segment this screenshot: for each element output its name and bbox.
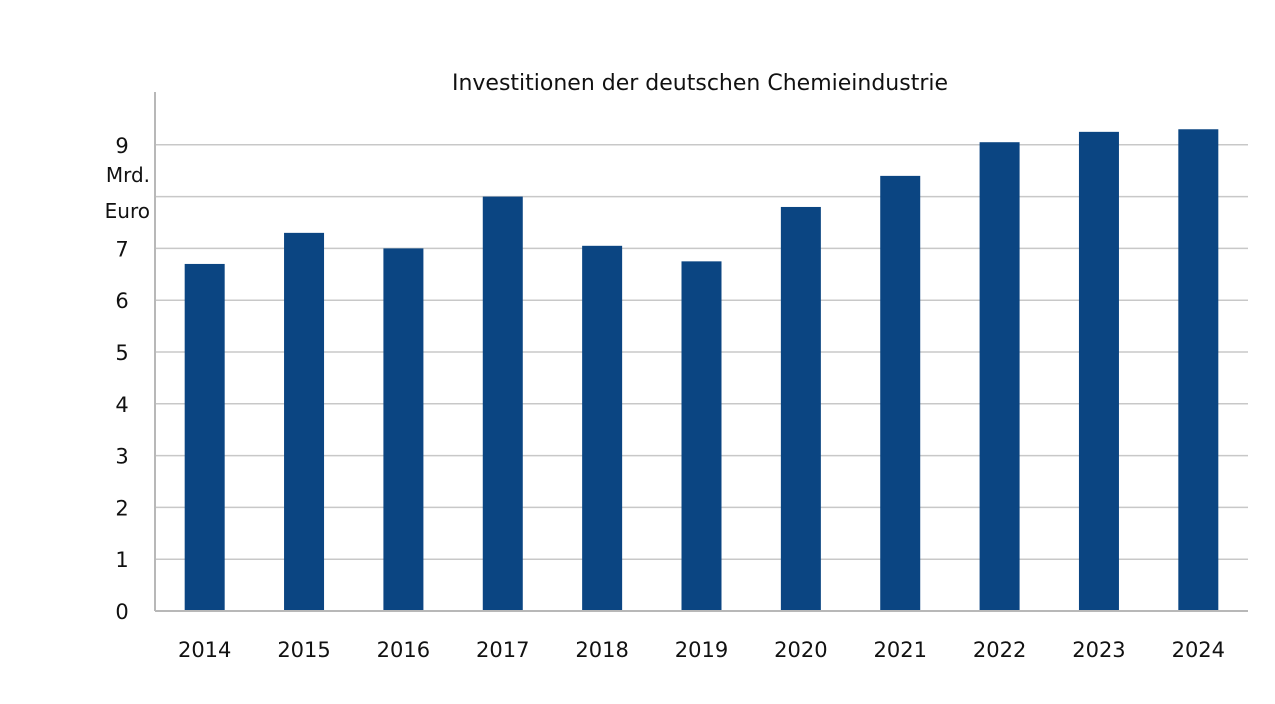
bar-2017 (482, 196, 523, 611)
x-tick-label: 2022 (973, 638, 1026, 662)
bar-2021 (880, 175, 921, 611)
bar-2018 (582, 245, 623, 611)
bar-2019 (681, 261, 722, 611)
x-tick-label: 2016 (377, 638, 430, 662)
y-tick-label: 7 (115, 237, 128, 261)
y-unit-label-line-2: Euro (105, 199, 150, 223)
y-tick-label: 3 (115, 445, 128, 469)
chart-title: Investitionen der deutschen Chemieindust… (452, 71, 948, 96)
x-tick-label: 2015 (277, 638, 330, 662)
y-tick-label: 1 (115, 548, 128, 572)
x-tick-label: 2018 (575, 638, 628, 662)
x-tick-label: 2024 (1172, 638, 1225, 662)
x-tick-label: 2020 (774, 638, 827, 662)
y-tick-label: 4 (115, 393, 128, 417)
x-tick-label: 2017 (476, 638, 529, 662)
y-unit-label-line-1: Mrd. (106, 163, 150, 187)
y-axis-ticks: 0 1 2 3 4 5 6 7 9 (115, 134, 128, 624)
y-tick-label: 9 (115, 134, 128, 158)
bars (184, 129, 1219, 612)
bar-2023 (1078, 131, 1119, 611)
x-tick-label: 2023 (1072, 638, 1125, 662)
x-tick-label: 2019 (675, 638, 728, 662)
bar-2024 (1178, 129, 1219, 611)
y-tick-label: 0 (115, 600, 128, 624)
y-tick-label: 6 (115, 289, 128, 313)
x-axis-ticks: 2014 2015 2016 2017 2018 2019 2020 2021 2022 2023… (178, 638, 1225, 662)
bar-2014 (184, 263, 225, 611)
bar-2016 (383, 248, 424, 611)
bar-2015 (284, 232, 325, 612)
bar-2022 (979, 142, 1020, 611)
x-tick-label: 2014 (178, 638, 231, 662)
y-tick-label: 5 (115, 341, 128, 365)
y-tick-label: 2 (115, 496, 128, 520)
x-tick-label: 2021 (874, 638, 927, 662)
bar-2020 (780, 206, 821, 611)
